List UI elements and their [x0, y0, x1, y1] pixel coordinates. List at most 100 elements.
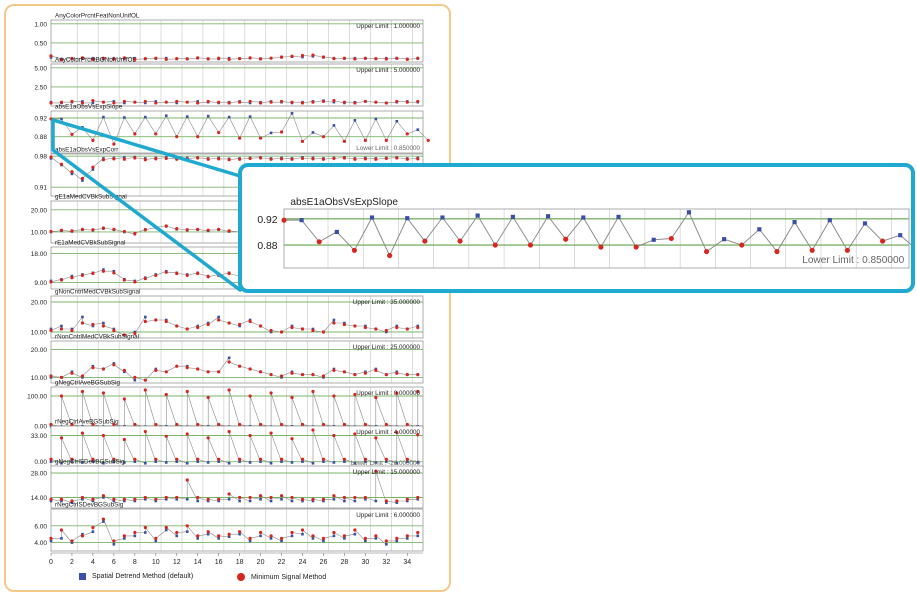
spatial-point	[248, 115, 252, 118]
minsignal-point	[185, 273, 189, 278]
x-tick-label: 16	[215, 559, 223, 566]
panel-title: absE1aObsVsExpSlope	[290, 197, 398, 208]
minsignal-point	[363, 536, 367, 541]
minsignal-point	[363, 138, 367, 142]
minsignal-point	[300, 457, 305, 461]
spatial-point	[70, 172, 74, 176]
minsignal-point	[321, 536, 326, 541]
x-tick-label: 30	[361, 559, 369, 566]
minsignal-point	[143, 228, 147, 232]
minsignal-point	[321, 374, 326, 378]
minsignal-point	[59, 162, 64, 166]
minsignal-point	[405, 373, 409, 377]
spatial-point	[91, 101, 95, 105]
minsignal-point	[384, 539, 388, 543]
minsignal-point	[70, 56, 74, 61]
minsignal-point	[91, 525, 95, 530]
minsignal-point	[311, 53, 315, 57]
minsignal-point	[101, 158, 105, 162]
minsignal-point	[332, 321, 336, 325]
spatial-point	[405, 460, 409, 463]
spatial-point	[343, 537, 346, 540]
minsignal-point	[80, 374, 85, 378]
minsignal-point	[227, 532, 231, 536]
spatial-point	[385, 542, 388, 546]
minsignal-point	[269, 391, 273, 395]
spatial-point	[290, 499, 294, 503]
spatial-point	[290, 112, 294, 115]
minsignal-point	[164, 156, 168, 161]
spatial-point	[374, 537, 378, 540]
minsignal-point	[49, 457, 53, 461]
minsignal-point	[133, 457, 137, 461]
spatial-point	[248, 461, 252, 464]
minsignal-point	[258, 494, 263, 498]
minsignal-point	[133, 497, 137, 501]
minsignal-point	[248, 367, 252, 371]
minsignal-point	[248, 319, 252, 324]
y-tick-label: 10.00	[31, 229, 48, 236]
minsignal-point	[384, 457, 388, 461]
minsignal-point	[279, 494, 284, 498]
minsignal-point	[101, 433, 105, 438]
minsignal-point	[112, 497, 116, 501]
minsignal-point	[59, 375, 64, 379]
spatial-point	[133, 378, 137, 382]
minsignal-point	[258, 457, 263, 461]
y-tick-label: 0.91	[34, 185, 47, 192]
minsignal-point	[49, 54, 53, 58]
x-tick-label: 14	[194, 559, 202, 566]
series-line	[50, 389, 419, 427]
minsignal-point	[353, 57, 357, 61]
spatial-point	[248, 539, 252, 543]
series-line	[50, 471, 419, 504]
spatial-point	[322, 499, 325, 503]
minsignal-point	[122, 333, 126, 337]
spatial-point	[369, 215, 375, 220]
minsignal-point	[311, 100, 315, 104]
minsignal-point	[59, 528, 64, 532]
minsignal-point	[70, 99, 74, 104]
spatial-point	[332, 461, 336, 464]
minsignal-point	[175, 364, 179, 368]
spatial-point	[248, 499, 252, 503]
minsignal-point	[91, 99, 95, 103]
minsignal-point	[279, 457, 284, 461]
minsignal-point	[122, 99, 126, 104]
limit-label: Upper Limit : 35.000000	[353, 299, 421, 306]
minsignal-point	[269, 431, 273, 435]
panel-title: gNegCtrlSDevBGSubSig	[55, 459, 125, 466]
minsignal-point	[112, 422, 116, 427]
minsignal-point	[122, 278, 126, 282]
spatial-point	[385, 501, 388, 505]
minsignal-point	[70, 539, 74, 543]
series-line	[50, 156, 419, 182]
minsignal-point	[227, 158, 231, 162]
minsignal-point	[300, 156, 305, 161]
minsignal-point	[374, 368, 378, 372]
minsignal-point	[300, 497, 305, 501]
spatial-point	[102, 496, 105, 499]
minsignal-point	[91, 366, 95, 370]
minsignal-point	[290, 54, 294, 58]
spatial-point	[144, 461, 147, 465]
spatial-point	[91, 460, 95, 463]
minsignal-point	[353, 373, 357, 377]
y-tick-label: 20.00	[31, 300, 48, 307]
spatial-point	[353, 461, 357, 465]
minsignal-point	[175, 271, 179, 276]
minsignal-point	[353, 392, 357, 397]
minsignal-point	[279, 374, 284, 378]
minsignal-point	[175, 422, 179, 427]
spatial-point	[227, 461, 231, 465]
plot-area	[50, 63, 424, 107]
y-tick-label: 18.00	[31, 251, 48, 258]
spatial-point	[269, 131, 273, 135]
minsignal-point	[154, 157, 158, 161]
panel-title: gNegCtrlAveBGSubSig	[55, 380, 120, 387]
minsignal-point	[133, 231, 137, 236]
minsignal-point	[227, 229, 231, 233]
x-tick-label: 26	[320, 559, 328, 566]
x-tick-label: 18	[236, 559, 244, 566]
spatial-point	[164, 497, 168, 501]
